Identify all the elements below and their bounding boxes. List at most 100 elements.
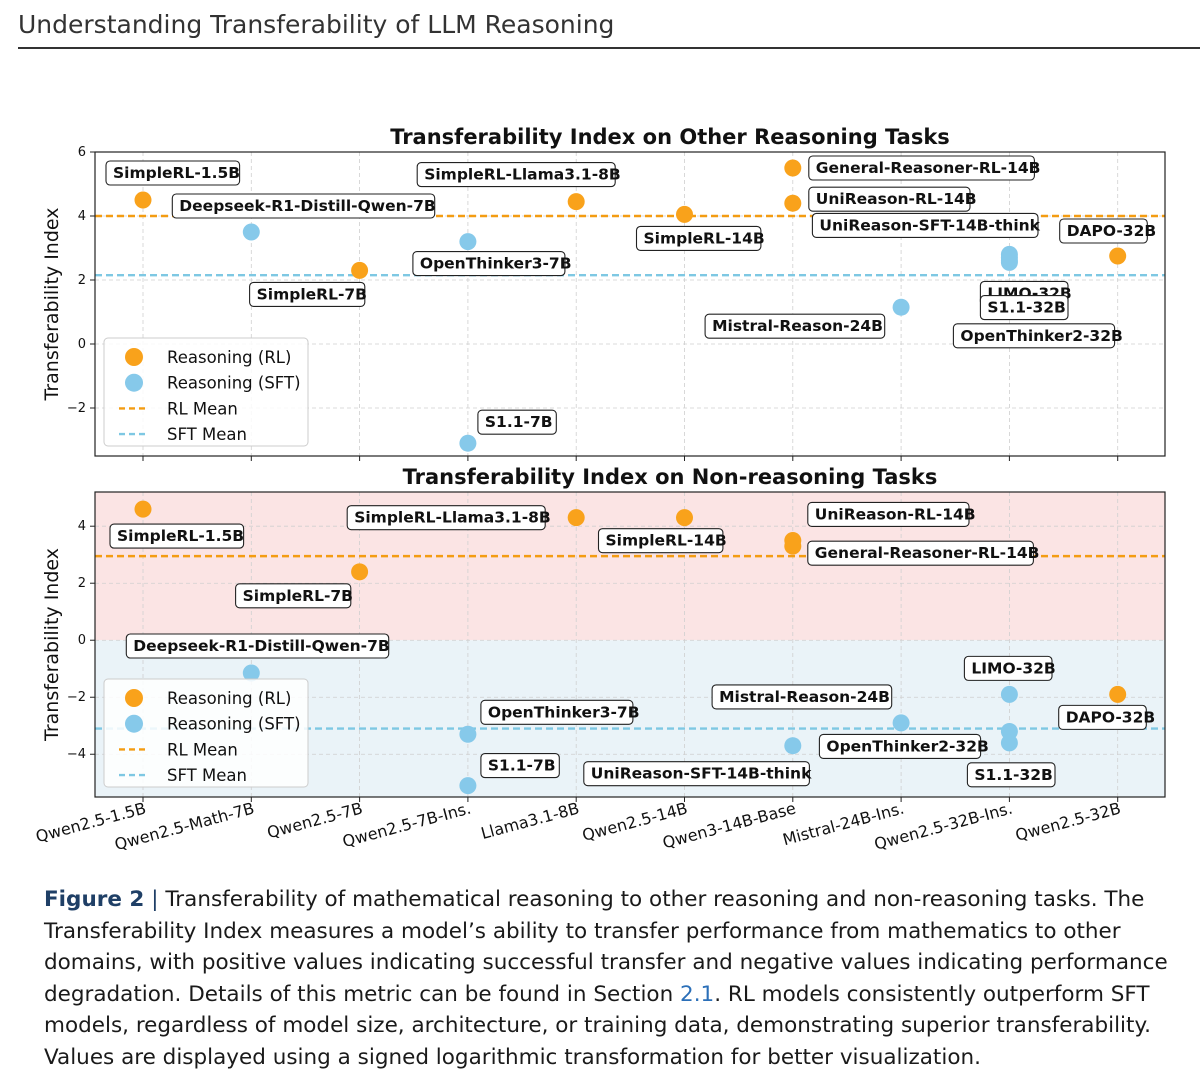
y-tick-label: 0 xyxy=(78,633,86,648)
data-label: OpenThinker2-32B xyxy=(818,733,989,759)
data-label-text: OpenThinker3-7B xyxy=(488,703,640,721)
data-label-text: S1.1-7B xyxy=(485,413,553,431)
data-point-rl xyxy=(351,563,369,581)
data-label-box xyxy=(171,193,436,219)
data-label-box xyxy=(1059,218,1148,244)
data-label-text: SimpleRL-1.5B xyxy=(117,527,244,545)
data-point-rl xyxy=(351,261,369,279)
data-label-text: OpenThinker2-32B xyxy=(826,737,988,755)
legend-label: Reasoning (RL) xyxy=(167,689,291,708)
data-label-text: SimpleRL-Llama3.1-8B xyxy=(354,509,551,527)
data-label: S1.1-7B xyxy=(480,753,560,779)
data-label-box xyxy=(952,323,1116,349)
data-label: OpenThinker3-7B xyxy=(480,699,640,725)
data-point-sft xyxy=(1000,734,1018,752)
data-label-text: SimpleRL-7B xyxy=(257,285,367,303)
legend: Reasoning (RL) Reasoning (SFT) RL Mean SFT … xyxy=(103,337,309,447)
data-label: LIMO-32B xyxy=(963,655,1056,681)
data-label-text: UniReason-RL-14B xyxy=(815,505,976,523)
caption-text-part-1: Transferability of mathematical reasonin… xyxy=(44,887,1168,1007)
data-label-box xyxy=(235,583,352,609)
data-point-sft xyxy=(459,233,477,251)
data-label: SimpleRL-1.5B xyxy=(109,523,245,549)
x-tick-label: Qwen2.5-32B xyxy=(1013,799,1122,845)
data-label-box xyxy=(597,528,724,554)
data-point-sft xyxy=(459,725,477,743)
y-axis-label: Transferability Index xyxy=(41,208,63,402)
data-label: OpenThinker2-32B xyxy=(952,323,1123,349)
data-label: SimpleRL-7B xyxy=(235,583,353,609)
y-tick-label: −4 xyxy=(67,747,86,762)
data-label-box xyxy=(811,212,1039,238)
data-label-text: Mistral-Reason-24B xyxy=(719,688,890,706)
data-label-text: SimpleRL-Llama3.1-8B xyxy=(424,166,621,184)
data-label-box xyxy=(109,523,245,549)
data-label: Deepseek-R1-Distill-Qwen-7B xyxy=(125,633,390,659)
data-label: UniReason-RL-14B xyxy=(808,186,977,212)
data-label-box xyxy=(412,251,566,277)
data-point-rl xyxy=(567,193,585,211)
data-label-text: S1.1-7B xyxy=(488,757,556,775)
legend-marker xyxy=(125,689,143,707)
data-label-text: SimpleRL-14B xyxy=(644,229,765,247)
y-tick-label: 2 xyxy=(78,273,86,288)
data-label-box xyxy=(583,761,810,787)
data-label-text: OpenThinker3-7B xyxy=(420,255,572,273)
data-label-box xyxy=(125,633,390,659)
data-label: Mistral-Reason-24B xyxy=(711,684,893,710)
caption-text-part-2: . RL models consistently outperform SFT … xyxy=(44,981,1151,1070)
data-label: DAPO-32B xyxy=(1058,704,1155,730)
data-point-sft xyxy=(242,223,260,241)
data-label: SimpleRL-14B xyxy=(635,225,765,251)
data-label-box xyxy=(480,753,560,779)
legend-label: Reasoning (SFT) xyxy=(167,374,301,393)
data-label-box xyxy=(635,225,762,251)
data-point-sft xyxy=(784,737,802,755)
data-label-text: DAPO-32B xyxy=(1067,222,1157,240)
caption-separator: | xyxy=(144,887,165,912)
data-label-text: OpenThinker2-32B xyxy=(960,327,1122,345)
data-point-rl xyxy=(676,205,693,223)
caption-section-link[interactable]: 2.1 xyxy=(680,981,715,1007)
legend-marker xyxy=(125,348,143,366)
data-point-rl xyxy=(567,509,585,527)
data-label: Deepseek-R1-Distill-Qwen-7B xyxy=(171,193,436,219)
data-label-text: General-Reasoner-RL-14B xyxy=(816,159,1041,177)
data-label: SimpleRL-Llama3.1-8B xyxy=(416,162,621,188)
plot-frame xyxy=(94,151,1166,457)
legend-label: SFT Mean xyxy=(167,425,247,444)
data-label-box xyxy=(808,155,1035,181)
data-label-box xyxy=(416,162,616,188)
data-label-box xyxy=(963,655,1053,681)
legend-label: RL Mean xyxy=(167,399,238,418)
header-rule xyxy=(18,47,1200,49)
data-point-rl xyxy=(784,537,802,555)
data-label: UniReason-SFT-14B-think xyxy=(811,212,1041,238)
data-label: SimpleRL-Llama3.1-8B xyxy=(346,505,551,531)
y-tick-label: −2 xyxy=(67,401,86,416)
data-point-rl xyxy=(784,194,802,212)
plot-frame xyxy=(94,491,1166,798)
y-tick-label: −2 xyxy=(67,690,86,705)
data-label-box xyxy=(477,409,557,435)
data-label: S1.1-7B xyxy=(477,409,557,435)
data-label: General-Reasoner-RL-14B xyxy=(807,540,1039,566)
data-point-rl xyxy=(676,509,693,527)
data-label: S1.1-32B xyxy=(966,762,1056,788)
data-label-box xyxy=(480,699,634,725)
data-label-box xyxy=(818,733,982,759)
data-point-sft xyxy=(242,664,260,682)
data-label-text: Deepseek-R1-Distill-Qwen-7B xyxy=(133,637,389,655)
data-label-text: S1.1-32B xyxy=(974,766,1052,784)
data-label-text: SimpleRL-7B xyxy=(243,587,353,605)
data-label-box xyxy=(808,186,971,212)
data-point-rl xyxy=(1109,247,1127,265)
data-label: Mistral-Reason-24B xyxy=(704,313,886,339)
caption-figure-label: Figure 2 xyxy=(44,887,145,912)
data-label-box xyxy=(105,160,241,186)
data-point-sft xyxy=(1000,252,1018,270)
data-label-box xyxy=(966,762,1056,788)
y-tick-label: 0 xyxy=(78,337,86,352)
x-tick-label: Llama3.1-8B xyxy=(479,799,581,843)
data-point-rl xyxy=(784,159,802,177)
